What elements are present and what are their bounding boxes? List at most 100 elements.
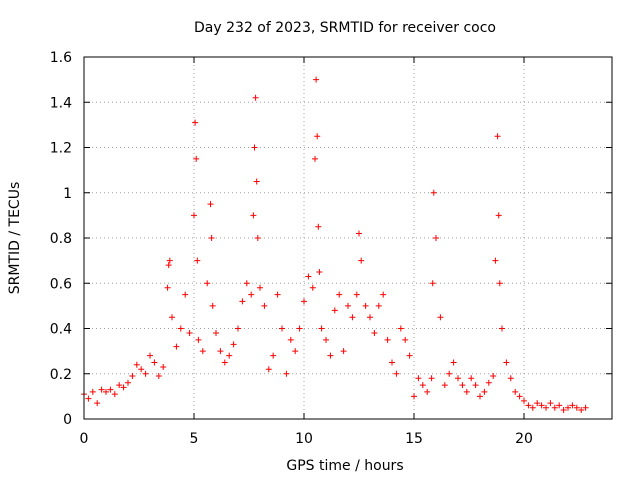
data-point xyxy=(191,212,197,219)
data-point xyxy=(250,212,257,219)
data-point xyxy=(578,406,585,413)
data-point xyxy=(265,366,272,373)
data-point xyxy=(221,359,228,366)
data-point xyxy=(569,402,576,409)
data-point xyxy=(529,404,536,411)
data-point xyxy=(207,201,214,208)
data-point xyxy=(195,336,202,343)
data-point xyxy=(331,307,338,314)
data-point xyxy=(433,235,439,241)
data-point xyxy=(186,330,193,337)
y-axis-label: SRMTID / TECUs xyxy=(7,182,23,295)
data-point xyxy=(165,262,172,269)
data-point xyxy=(283,370,290,377)
data-point xyxy=(314,133,321,140)
data-point xyxy=(402,336,409,343)
data-point xyxy=(312,155,318,162)
x-tick-label: 10 xyxy=(295,431,313,447)
data-point xyxy=(243,280,250,287)
data-point xyxy=(151,359,158,366)
data-point xyxy=(441,382,448,389)
data-point xyxy=(406,352,413,359)
data-point xyxy=(538,402,545,409)
data-point xyxy=(85,395,92,402)
data-point xyxy=(582,404,589,411)
data-point xyxy=(251,144,258,151)
data-point xyxy=(496,280,503,287)
data-point xyxy=(138,366,145,373)
data-point xyxy=(340,348,347,355)
data-point xyxy=(301,298,307,305)
data-point xyxy=(353,291,360,298)
data-point xyxy=(485,379,492,386)
data-point xyxy=(217,348,224,355)
data-point xyxy=(565,404,571,411)
data-point xyxy=(503,359,510,366)
data-point xyxy=(129,373,136,380)
data-point xyxy=(323,336,329,343)
data-point xyxy=(492,257,499,264)
y-tick-label: 0.6 xyxy=(50,276,72,292)
data-point xyxy=(142,370,149,377)
y-axis: 0 0.2 0.4 0.6 0.8 1 1.2 1.4 1.6 xyxy=(50,50,612,428)
data-point xyxy=(463,388,470,395)
y-tick-label: 0.2 xyxy=(50,367,72,383)
data-point xyxy=(147,352,153,359)
data-point xyxy=(316,268,323,275)
data-point xyxy=(287,336,294,343)
data-point xyxy=(239,298,246,305)
data-point xyxy=(512,388,519,395)
data-point xyxy=(292,348,299,355)
data-point xyxy=(107,386,114,393)
data-point xyxy=(120,384,127,391)
y-tick-label: 1.4 xyxy=(50,95,72,111)
data-point xyxy=(430,189,437,196)
data-point xyxy=(155,373,162,380)
data-point xyxy=(309,284,316,291)
data-point xyxy=(547,400,554,407)
data-point xyxy=(428,375,435,382)
grid xyxy=(84,57,612,419)
data-point xyxy=(235,325,241,332)
data-point xyxy=(525,402,532,409)
data-point xyxy=(397,325,404,332)
data-point xyxy=(507,375,514,382)
data-point xyxy=(371,330,378,337)
data-point xyxy=(424,388,431,395)
y-tick-label: 1.2 xyxy=(50,141,72,157)
x-tick-label: 0 xyxy=(80,431,89,447)
data-point xyxy=(556,402,563,409)
data-point xyxy=(362,302,369,309)
x-tick-label: 5 xyxy=(190,431,199,447)
x-axis-label: GPS time / hours xyxy=(286,458,403,474)
data-point xyxy=(345,302,351,309)
data-point xyxy=(89,388,96,395)
data-point xyxy=(411,393,417,400)
data-point xyxy=(393,370,400,377)
data-point xyxy=(296,325,303,332)
data-point xyxy=(199,348,206,355)
data-point xyxy=(116,382,123,389)
data-point xyxy=(415,375,422,382)
y-tick-label: 0.8 xyxy=(50,231,72,247)
data-point xyxy=(177,325,184,332)
data-point xyxy=(194,257,201,264)
data-point xyxy=(358,257,365,264)
data-point xyxy=(133,361,140,368)
data-point xyxy=(125,379,131,386)
data-point xyxy=(166,257,173,264)
data-point xyxy=(419,382,426,389)
data-point xyxy=(173,343,180,350)
data-point xyxy=(315,223,322,230)
y-tick-label: 0.4 xyxy=(50,322,72,338)
data-points xyxy=(81,76,589,413)
data-point xyxy=(380,291,387,298)
x-axis: 0 5 10 15 20 xyxy=(80,57,533,447)
data-point xyxy=(494,133,501,140)
data-point xyxy=(226,352,233,359)
data-point xyxy=(472,382,479,389)
data-point xyxy=(253,178,260,185)
x-tick-label: 15 xyxy=(405,431,423,447)
data-point xyxy=(516,393,523,400)
